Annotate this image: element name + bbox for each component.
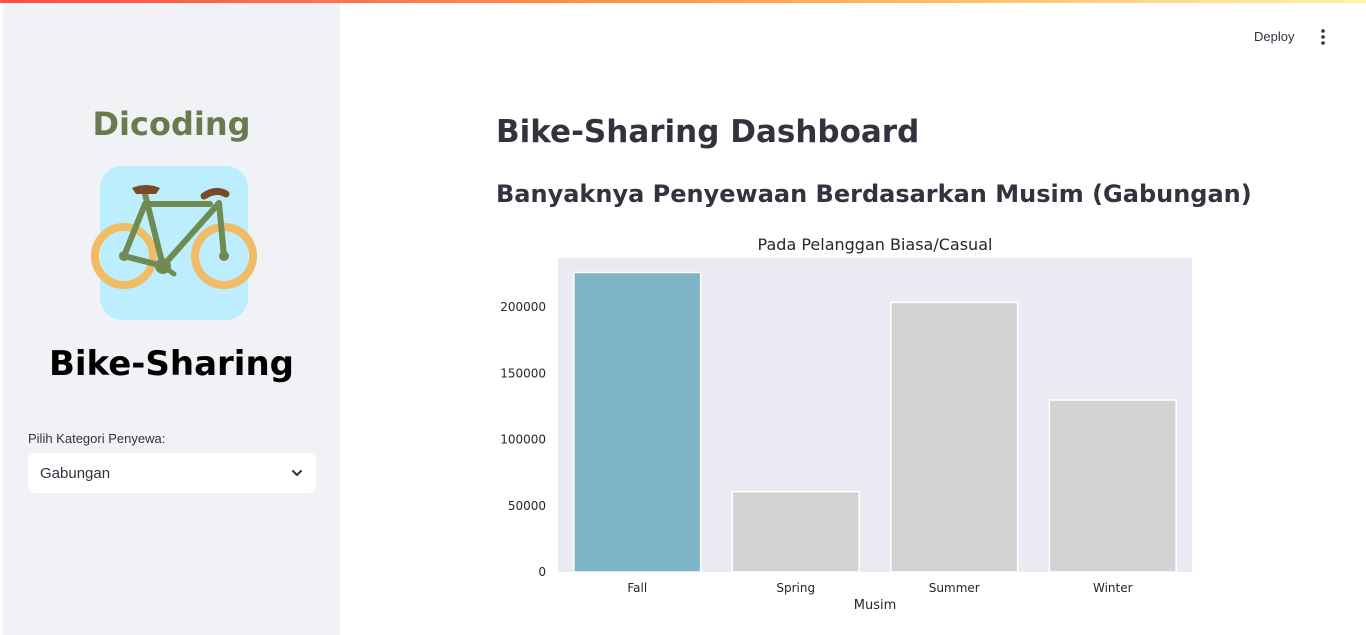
x-tick-label: Spring <box>776 581 815 595</box>
chart-title: Pada Pelanggan Biasa/Casual <box>758 235 993 254</box>
y-tick-label: 200000 <box>500 300 546 314</box>
bicycle-icon <box>91 166 257 320</box>
y-tick-label: 100000 <box>500 433 546 447</box>
bar-fall <box>573 271 702 573</box>
x-tick-label: Winter <box>1093 581 1133 595</box>
bicycle-illustration <box>91 185 257 289</box>
bar-winter <box>1048 399 1177 573</box>
x-tick-label: Fall <box>627 581 647 595</box>
category-select-value: Gabungan <box>40 464 111 482</box>
kebab-menu-icon[interactable] <box>1316 28 1330 46</box>
sidebar: Dicoding Bike-Sharing Pilih Kategori Pen… <box>3 3 340 635</box>
bar-summer <box>890 301 1019 573</box>
category-select[interactable]: Gabungan <box>28 453 316 493</box>
top-decoration-bar <box>0 0 1366 3</box>
page-title: Bike-Sharing Dashboard <box>496 114 920 150</box>
chevron-down-icon <box>290 466 304 480</box>
season-rental-bar-chart: Pada Pelanggan Biasa/Casual 0 50000 100000 1… <box>500 235 1192 613</box>
chart-section-heading: Banyaknya Penyewaan Berdasarkan Musim (G… <box>496 180 1252 208</box>
category-select-label: Pilih Kategori Penyewa: <box>28 431 166 446</box>
y-tick-label: 150000 <box>500 366 546 380</box>
deploy-button[interactable]: Deploy <box>1254 29 1295 44</box>
y-tick-label: 0 <box>538 565 546 579</box>
sidebar-title: Bike-Sharing <box>48 344 295 384</box>
bar-spring <box>731 490 860 573</box>
x-tick-label: Summer <box>929 581 980 595</box>
x-axis-label: Musim <box>854 598 897 613</box>
brand-name: Dicoding <box>92 105 251 143</box>
y-tick-label: 50000 <box>508 499 546 513</box>
